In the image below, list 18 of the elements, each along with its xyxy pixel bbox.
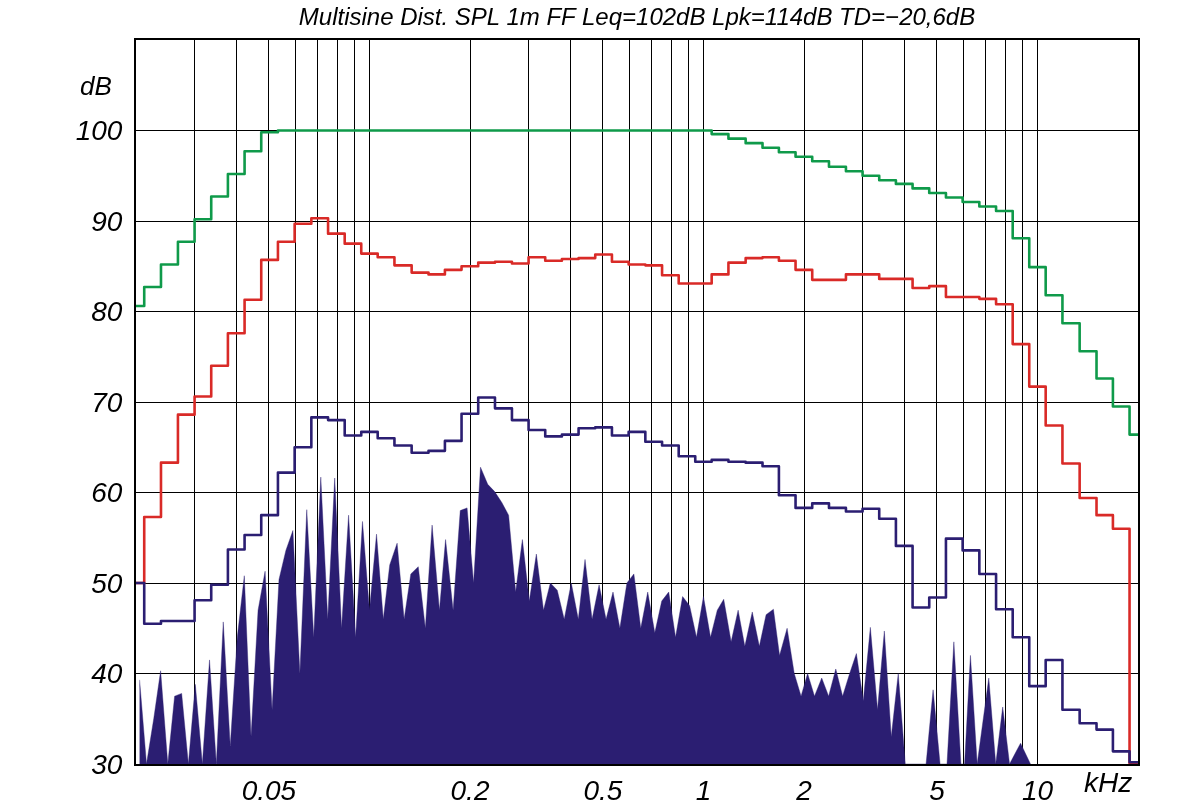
x-tick-label: 0.5 [583,774,623,800]
x-tick-label: 5 [929,774,946,800]
y-tick-label: 90 [91,205,123,237]
x-tick-label: 0.05 [241,774,297,800]
y-tick-label: 40 [91,658,123,690]
y-tick-label: 60 [91,477,123,509]
y-tick-label: 100 [75,115,123,147]
x-tick-label: 1 [695,774,712,800]
y-tick-label: 70 [91,386,123,418]
chart-title: Multisine Dist. SPL 1m FF Leq=102dB Lpk=114dB TD=−20,6dB [298,3,976,31]
x-tick-label: 2 [795,774,813,800]
y-tick-label: 30 [91,748,123,780]
y-tick-label: 80 [91,296,123,328]
y-axis-title: dB [80,71,112,101]
x-axis-title: kHz [1084,767,1133,798]
y-tick-label: 50 [91,567,123,599]
x-tick-label: 0.2 [450,774,490,800]
x-tick-label: 10 [1021,774,1054,800]
